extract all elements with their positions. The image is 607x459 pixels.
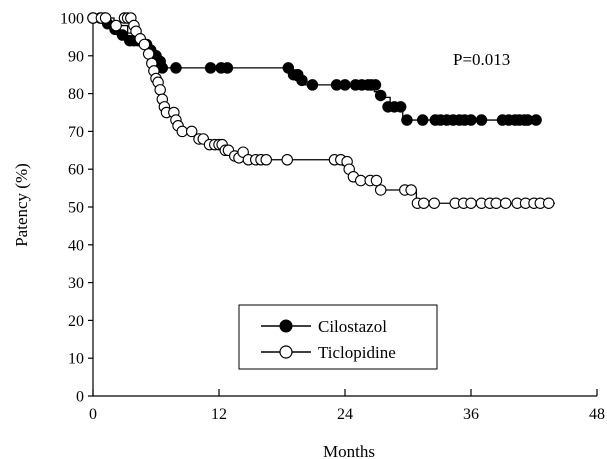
point-cilostazol-21 — [296, 74, 308, 87]
point-ticlopidine-40 — [281, 154, 293, 166]
y-tick-label-20: 20 — [68, 313, 84, 330]
y-tick-label-10: 10 — [68, 351, 84, 368]
series-layer — [87, 12, 555, 209]
point-cilostazol-50 — [530, 114, 542, 126]
point-ticlopidine-11 — [142, 48, 155, 60]
x-tick-label-24: 24 — [337, 406, 353, 423]
point-ticlopidine-61 — [499, 197, 512, 209]
point-cilostazol-17 — [221, 62, 234, 74]
y-tick-label-50: 50 — [68, 200, 84, 217]
point-ticlopidine-66 — [542, 197, 555, 209]
y-tick-label-100: 100 — [60, 11, 84, 28]
point-cilostazol-33 — [394, 101, 407, 113]
legend-label-ticlopidine: Ticlopidine — [318, 343, 396, 362]
point-cilostazol-34 — [401, 114, 413, 126]
legend-label-cilostazol: Cilostazol — [318, 317, 387, 336]
point-cilostazol-22 — [306, 79, 319, 91]
point-ticlopidine-48 — [370, 174, 383, 187]
point-ticlopidine-60 — [490, 197, 502, 209]
point-cilostazol-29 — [369, 79, 382, 91]
point-cilostazol-14 — [170, 62, 182, 74]
x-tick-label-36: 36 — [463, 406, 479, 423]
point-ticlopidine-57 — [465, 197, 477, 209]
series-ticlopidine — [87, 12, 555, 209]
point-ticlopidine-3 — [110, 19, 122, 32]
point-ticlopidine-23 — [176, 125, 189, 138]
y-tick-label-40: 40 — [68, 237, 84, 254]
point-ticlopidine-39 — [260, 154, 272, 166]
y-tick-label-90: 90 — [68, 48, 84, 65]
point-cilostazol-24 — [339, 79, 351, 91]
point-ticlopidine-16 — [154, 84, 166, 96]
tick-labels: 0 10 20 30 40 50 60 70 80 90 100 0 12 24 36 48 — [60, 11, 605, 424]
y-tick-label-70: 70 — [68, 124, 84, 141]
point-cilostazol-43 — [475, 114, 488, 126]
point-ticlopidine-2 — [99, 12, 112, 24]
point-ticlopidine-53 — [417, 197, 430, 209]
y-tick-label-30: 30 — [68, 275, 84, 292]
point-cilostazol-15 — [204, 62, 217, 74]
x-tick-label-0: 0 — [89, 406, 97, 423]
point-ticlopidine-46 — [354, 174, 367, 187]
y-tick-label-0: 0 — [76, 389, 84, 406]
x-tick-label-48: 48 — [589, 406, 605, 423]
point-cilostazol-30 — [374, 89, 387, 102]
point-cilostazol-42 — [465, 114, 477, 126]
legend-marker-cilostazol — [279, 319, 293, 333]
y-axis-title: Patency (%) — [12, 163, 31, 247]
point-ticlopidine-54 — [428, 197, 440, 209]
point-ticlopidine-24 — [185, 125, 198, 138]
point-cilostazol-35 — [416, 114, 429, 126]
x-tick-label-12: 12 — [211, 406, 227, 423]
y-tick-label-80: 80 — [68, 86, 84, 103]
legend-marker-ticlopidine — [279, 345, 293, 359]
y-tick-label-60: 60 — [68, 162, 84, 179]
point-ticlopidine-49 — [374, 184, 387, 196]
legend: Cilostazol Ticlopidine — [238, 304, 438, 370]
x-axis-title: Months — [323, 442, 375, 459]
point-ticlopidine-10 — [138, 38, 151, 51]
p-value-annotation: P=0.013 — [453, 50, 510, 69]
legend-box — [238, 304, 438, 370]
point-ticlopidine-51 — [405, 184, 417, 196]
